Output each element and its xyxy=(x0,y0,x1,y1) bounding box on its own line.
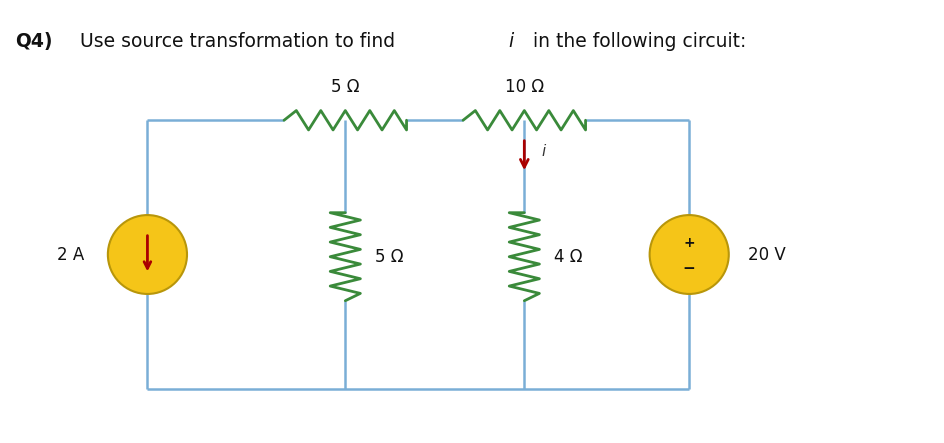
Text: 2 A: 2 A xyxy=(57,245,84,264)
Text: Q4): Q4) xyxy=(15,32,53,51)
Text: +: + xyxy=(683,236,694,250)
Ellipse shape xyxy=(108,215,187,294)
Text: −: − xyxy=(683,261,695,276)
Text: 5 Ω: 5 Ω xyxy=(375,248,403,266)
Text: 20 V: 20 V xyxy=(747,245,784,264)
Ellipse shape xyxy=(649,215,728,294)
Text: 5 Ω: 5 Ω xyxy=(330,78,359,96)
Text: i: i xyxy=(541,144,545,159)
Text: Use source transformation to find: Use source transformation to find xyxy=(74,32,400,51)
Text: i: i xyxy=(508,32,513,51)
Text: 4 Ω: 4 Ω xyxy=(554,248,582,266)
Text: 10 Ω: 10 Ω xyxy=(504,78,544,96)
Text: in the following circuit:: in the following circuit: xyxy=(527,32,746,51)
